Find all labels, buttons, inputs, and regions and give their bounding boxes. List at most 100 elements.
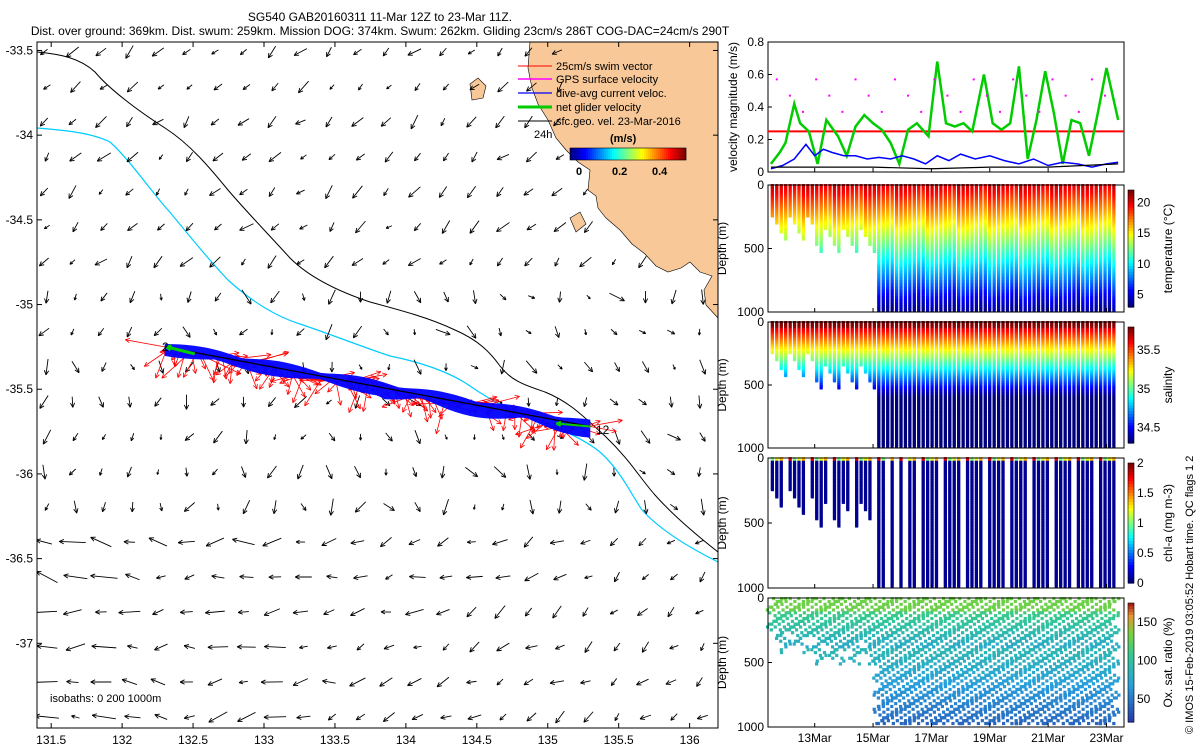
- section-sample: [930, 185, 934, 190]
- section-sample: [1001, 233, 1005, 238]
- section-sample: [850, 203, 854, 207]
- section-sample: [908, 210, 912, 214]
- section-sample: [957, 185, 961, 190]
- section-sample: [894, 189, 899, 193]
- section-sample: [1001, 214, 1005, 218]
- section-sample: [1076, 191, 1081, 195]
- section-sample: [926, 306, 930, 310]
- section-sample: [1036, 228, 1041, 232]
- section-sample: [996, 205, 1001, 209]
- section-sample: [961, 198, 965, 202]
- section-sample: [886, 212, 890, 216]
- section-sample: [1054, 184, 1058, 188]
- section-sample: [943, 251, 947, 255]
- section-sample: [1019, 235, 1023, 239]
- section-sample: [877, 185, 881, 190]
- section-sample: [1063, 184, 1067, 188]
- section-sample: [1067, 269, 1072, 273]
- section-sample: [939, 212, 943, 216]
- section-sample: [1067, 306, 1072, 310]
- section-sample: [948, 280, 952, 284]
- section-sample: [792, 189, 797, 193]
- section-sample: [961, 226, 965, 230]
- section-sample: [921, 223, 925, 227]
- section-sample: [912, 306, 916, 310]
- gps-velocity-marker: [815, 78, 818, 81]
- section-sample: [961, 210, 965, 214]
- section-sample: [1032, 281, 1036, 286]
- section-sample: [899, 276, 903, 280]
- section-sample: [1067, 290, 1072, 294]
- section-sample: [934, 216, 939, 220]
- section-sample: [1032, 285, 1036, 289]
- section-sample: [1081, 267, 1085, 271]
- section-sample: [952, 198, 956, 202]
- section-sample: [1085, 283, 1089, 287]
- section-sample: [1081, 223, 1085, 227]
- section-sample: [1001, 280, 1005, 284]
- section-sample: [863, 233, 868, 238]
- section-sample: [952, 262, 956, 266]
- section-sample: [1019, 219, 1023, 223]
- section-sample: [983, 214, 987, 218]
- section-sample: [908, 246, 912, 250]
- section-sample: [1067, 256, 1072, 261]
- section-sample: [974, 201, 979, 206]
- section-sample: [1010, 296, 1014, 300]
- section-sample: [792, 194, 797, 198]
- section-sample: [908, 249, 912, 254]
- section-sample: [952, 196, 956, 200]
- section-sample: [988, 304, 992, 309]
- section-sample: [1085, 274, 1089, 278]
- speed-colorbar-cell: [628, 148, 631, 160]
- section-sample: [983, 281, 987, 286]
- section-sample: [877, 203, 881, 207]
- section-sample: [908, 274, 912, 278]
- section-sample: [957, 260, 961, 264]
- section-sample: [912, 205, 916, 209]
- section-sample: [819, 187, 823, 191]
- section-sample: [1014, 223, 1018, 227]
- section-sample: [957, 184, 961, 188]
- section-sample: [943, 239, 947, 243]
- section-sample: [1014, 230, 1018, 234]
- section-sample: [912, 239, 916, 243]
- section-sample: [943, 184, 947, 188]
- section-sample: [979, 219, 983, 223]
- section-sample: [819, 239, 823, 243]
- section-sample: [1005, 290, 1010, 294]
- section-sample: [948, 264, 952, 268]
- section-sample: [952, 272, 956, 277]
- section-sample: [952, 194, 956, 198]
- section-sample: [1019, 185, 1023, 190]
- section-sample: [890, 248, 894, 252]
- section-sample: [908, 308, 912, 312]
- section-sample: [1032, 184, 1036, 188]
- section-sample: [850, 212, 854, 216]
- section-sample: [788, 205, 792, 209]
- section-sample: [1063, 262, 1067, 266]
- section-sample: [970, 217, 974, 222]
- section-sample: [1067, 230, 1072, 234]
- section-sample: [1045, 256, 1049, 261]
- section-sample: [832, 184, 837, 188]
- section-sample: [824, 212, 828, 216]
- section-sample: [1050, 290, 1054, 294]
- section-sample: [1001, 251, 1005, 255]
- section-sample: [1032, 203, 1036, 207]
- gps-velocity-marker: [775, 78, 778, 81]
- section-sample: [859, 208, 863, 213]
- section-sample: [890, 294, 894, 298]
- section-sample: [1081, 285, 1085, 289]
- section-sample: [810, 191, 814, 195]
- section-sample: [832, 210, 837, 214]
- section-sample: [815, 205, 819, 209]
- section-sample: [1005, 208, 1010, 213]
- section-sample: [881, 287, 885, 291]
- section-sample: [846, 228, 850, 232]
- section-sample: [992, 267, 996, 271]
- section-sample: [1041, 192, 1045, 197]
- section-sample: [930, 230, 934, 234]
- section-sample: [894, 191, 899, 195]
- section-sample: [859, 184, 863, 188]
